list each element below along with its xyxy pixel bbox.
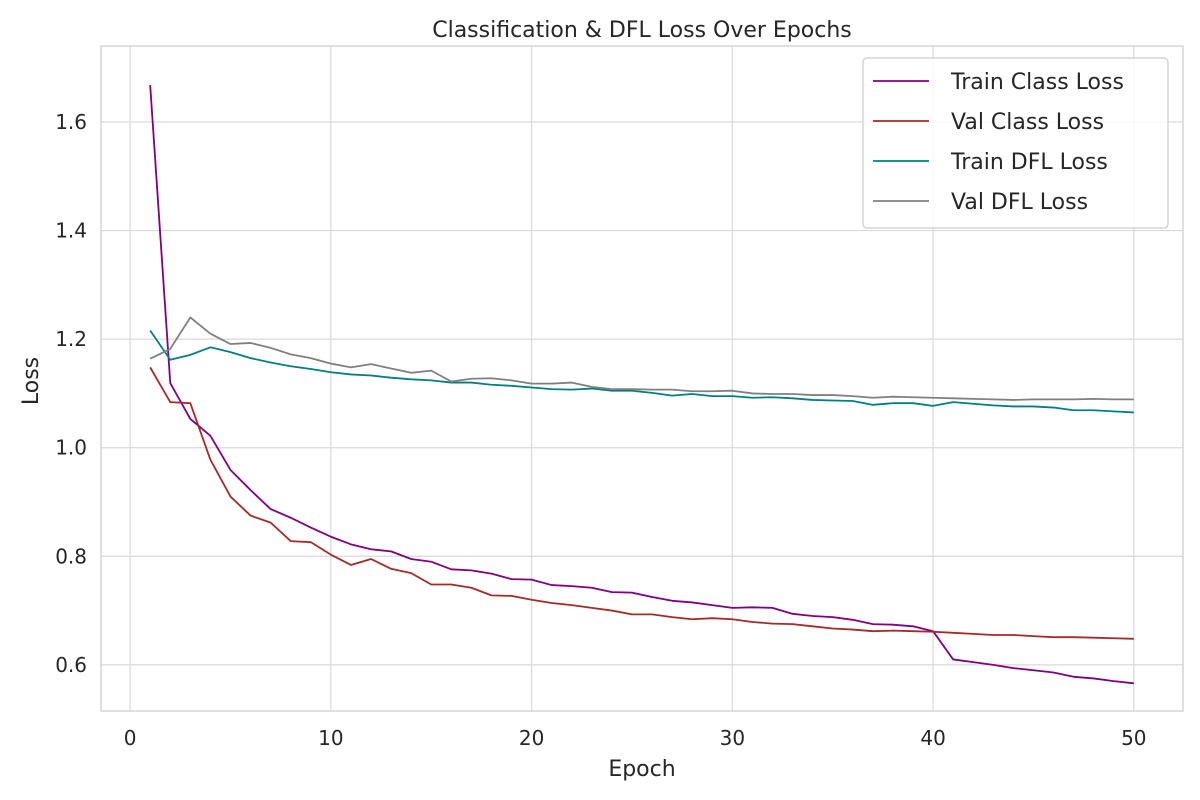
y-tick-labels: 0.6 0.8 1.0 1.2 1.4 1.6 (55, 110, 87, 677)
chart-title: Classification & DFL Loss Over Epochs (432, 18, 852, 43)
y-tick-label: 1.6 (55, 110, 87, 134)
series-line-train-class-loss (149, 85, 1134, 685)
legend: Train Class Loss Val Class Loss Train DFL … (862, 57, 1169, 229)
x-tick-labels: 0 10 20 30 40 50 (124, 726, 1147, 750)
x-tick-label: 30 (720, 726, 745, 750)
legend-box (862, 57, 1169, 229)
x-tick-label: 10 (318, 726, 343, 750)
series-lines (149, 85, 1134, 685)
series-line-train-dfl-loss (149, 329, 1134, 414)
series-line-val-class-loss (149, 366, 1134, 640)
grid (101, 46, 1183, 711)
legend-label: Train Class Loss (950, 70, 1124, 95)
y-tick-label: 0.6 (55, 653, 87, 677)
y-tick-label: 1.4 (55, 219, 87, 243)
legend-label: Train DFL Loss (950, 150, 1108, 175)
x-tick-label: 40 (920, 726, 945, 750)
x-tick-label: 50 (1121, 726, 1146, 750)
x-tick-label: 20 (519, 726, 544, 750)
x-tick-label: 0 (124, 726, 137, 750)
y-tick-label: 1.0 (55, 436, 87, 460)
series-line-val-dfl-loss (149, 316, 1134, 401)
y-axis-label: Loss (19, 357, 44, 405)
legend-label: Val Class Loss (951, 110, 1104, 135)
y-tick-label: 0.8 (55, 544, 87, 568)
y-tick-label: 1.2 (55, 327, 87, 351)
legend-label: Val DFL Loss (951, 190, 1088, 215)
x-axis-label: Epoch (608, 757, 675, 782)
plot-frame (100, 45, 1184, 712)
